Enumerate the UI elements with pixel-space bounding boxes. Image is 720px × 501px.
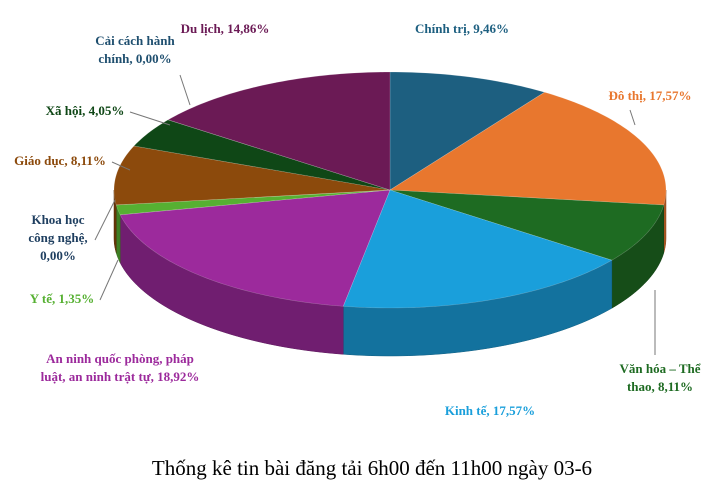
slice [115,189,391,216]
slice [167,71,391,191]
data-label: Du lịch, 14,86% [181,21,270,36]
leader-line [129,111,171,126]
leader-line [99,259,119,301]
pie [113,71,667,357]
slice [389,71,546,191]
data-label: Y tế, 1,35% [30,291,95,306]
data-label: An ninh quốc phòng, pháp luật, an ninh tr… [41,351,200,384]
data-label: Văn hóa – Thể thao, 8,11% [619,361,701,394]
leader-line [94,199,116,241]
slice-side [113,189,117,254]
leader-lines [94,74,656,355]
slice [342,189,613,309]
leader-line [629,109,636,126]
chart-title: Thống kê tin bài đăng tải 6h00 đến 11h00… [152,456,592,480]
data-label: Cải cách hành chính, 0,00% [95,33,175,66]
data-label: Giáo dục, 8,11% [14,153,106,168]
data-label: Đô thị, 17,57% [608,88,691,103]
leader-line [111,161,131,171]
data-label: Xã hội, 4,05% [46,103,125,118]
data-label: Kinh tế, 17,57% [445,403,535,418]
slice [113,145,391,206]
slice [389,189,665,261]
leader-line [179,74,191,106]
data-label: Khoa học công nghệ, 0,00% [28,212,87,263]
data-label: Chính trị, 9,46% [415,21,509,36]
slice [389,91,667,206]
slice [119,189,391,307]
